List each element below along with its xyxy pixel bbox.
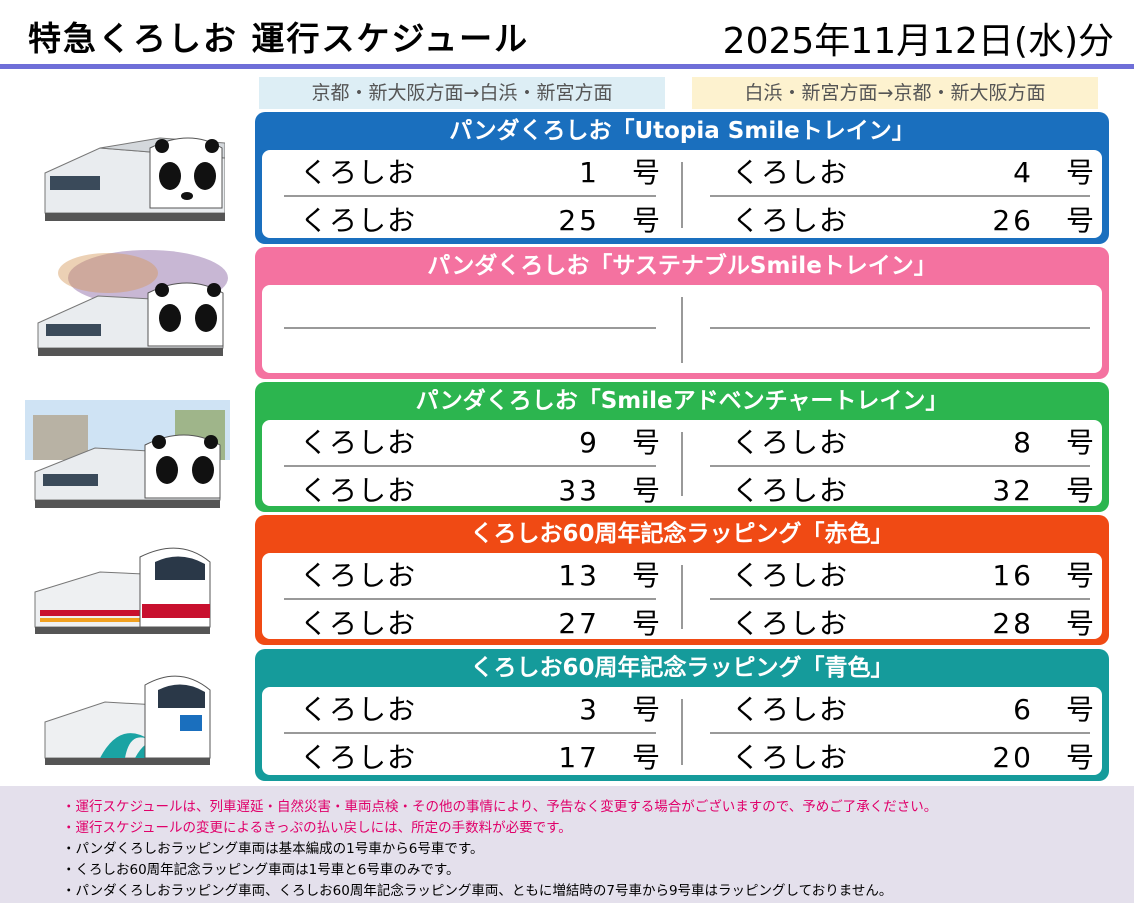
row-divider: [710, 195, 1090, 197]
row-divider: [284, 327, 656, 329]
train-slot: くろしお 26 号: [732, 204, 1094, 237]
schedule-panel: くろしお 9 号 くろしお 33 号 くろしお 8 号 くろしお 32 号: [262, 420, 1102, 507]
band-60th-anniversary-red: くろしお60周年記念ラッピング「赤色」 くろしお 13 号 くろしお 27 号 くろしお…: [255, 515, 1109, 645]
panda-train-icon: [25, 400, 230, 508]
row-divider: [710, 465, 1090, 467]
train-slot: くろしお 8 号: [732, 426, 1094, 459]
page-title: 特急くろしお 運行スケジュール: [28, 19, 530, 58]
train-slot: くろしお 1 号: [300, 156, 660, 189]
row-divider: [284, 598, 656, 600]
train-slot: くろしお 32 号: [732, 474, 1094, 507]
train-slot: くろしお 17 号: [300, 741, 660, 774]
train-slot: くろしお 9 号: [300, 426, 660, 459]
band-smile-adventure-train: パンダくろしお「Smileアドベンチャートレイン」 くろしお 9 号 くろしお 33 号…: [255, 382, 1109, 512]
row-divider: [284, 195, 656, 197]
direction-label-outbound: 京都・新大阪方面→白浜・新宮方面: [259, 77, 665, 109]
blue-wrapped-train-icon: [44, 675, 211, 765]
notes-panel: ・運行スケジュールは、列車遅延・自然災害・車両点検・その他の事情により、予告なく…: [0, 786, 1134, 903]
row-divider: [710, 598, 1090, 600]
band-sustainable-smile-train: パンダくろしお「サステナブルSmileトレイン」: [255, 247, 1109, 379]
train-slot: くろしお 13 号: [300, 559, 660, 592]
schedule-date: 2025年11月12日(水)分: [722, 21, 1114, 62]
band-title: くろしお60周年記念ラッピング「青色」: [470, 655, 894, 681]
schedule-panel: くろしお 13 号 くろしお 27 号 くろしお 16 号 くろしお 28 号: [262, 553, 1102, 640]
column-divider: [681, 565, 683, 629]
band-60th-anniversary-blue: くろしお60周年記念ラッピング「青色」 くろしお 3 号 くろしお 17 号 くろしお 6…: [255, 649, 1109, 781]
band-title: パンダくろしお「Utopia Smileトレイン」: [449, 118, 915, 144]
train-slot: くろしお 28 号: [732, 607, 1094, 640]
train-slot: くろしお 33 号: [300, 474, 660, 507]
row-divider: [710, 732, 1090, 734]
schedule-panel: くろしお 1 号 くろしお 25 号 くろしお 4 号 くろしお 26 号: [262, 150, 1102, 238]
panda-train-icon: [44, 137, 225, 221]
train-slot: くろしお 16 号: [732, 559, 1094, 592]
column-divider: [681, 162, 683, 228]
header-divider: [0, 64, 1134, 69]
band-title: パンダくろしお「サステナブルSmileトレイン」: [427, 253, 937, 279]
column-divider: [681, 699, 683, 765]
schedule-panel: くろしお 3 号 くろしお 17 号 くろしお 6 号 くろしお 20 号: [262, 687, 1102, 775]
note-line: ・パンダくろしおラッピング車両は基本編成の1号車から6号車です。: [62, 841, 484, 857]
band-title: くろしお60周年記念ラッピング「赤色」: [470, 521, 894, 547]
direction-label-inbound: 白浜・新宮方面→京都・新大阪方面: [692, 77, 1098, 109]
row-divider: [284, 732, 656, 734]
schedule-panel: [262, 285, 1102, 373]
red-wrapped-train-icon: [34, 547, 211, 634]
band-utopia-smile-train: パンダくろしお「Utopia Smileトレイン」 くろしお 1 号 くろしお 25 号…: [255, 112, 1109, 244]
train-slot: くろしお 4 号: [732, 156, 1094, 189]
train-slot: くろしお 6 号: [732, 693, 1094, 726]
note-line: ・くろしお60周年記念ラッピング車両は1号車と6号車のみです。: [62, 862, 460, 878]
row-divider: [284, 465, 656, 467]
panda-train-icon: [37, 250, 228, 356]
note-line: ・運行スケジュールの変更によるきっぷの払い戻しには、所定の手数料が必要です。: [62, 820, 572, 836]
train-slot: くろしお 3 号: [300, 693, 660, 726]
column-divider: [681, 297, 683, 363]
note-line: ・運行スケジュールは、列車遅延・自然災害・車両点検・その他の事情により、予告なく…: [62, 799, 938, 815]
note-line: ・パンダくろしおラッピング車両、くろしお60周年記念ラッピング車両、ともに増結時…: [62, 883, 893, 899]
column-divider: [681, 432, 683, 496]
row-divider: [710, 327, 1090, 329]
train-slot: くろしお 27 号: [300, 607, 660, 640]
train-slot: くろしお 25 号: [300, 204, 660, 237]
train-slot: くろしお 20 号: [732, 741, 1094, 774]
band-title: パンダくろしお「Smileアドベンチャートレイン」: [415, 388, 949, 414]
